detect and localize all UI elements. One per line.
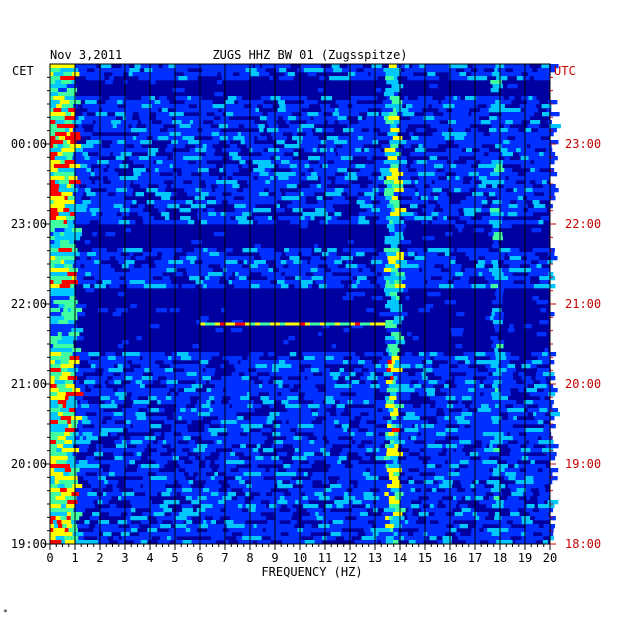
x-tick-label: 7 (221, 551, 228, 565)
x-axis-title: FREQUENCY (HZ) (261, 565, 362, 579)
cet-tick-label: 19:00 (11, 537, 47, 551)
x-tick-label: 12 (343, 551, 357, 565)
x-tick-label: 6 (196, 551, 203, 565)
x-tick-label: 3 (121, 551, 128, 565)
utc-tick-label: 22:00 (565, 217, 601, 231)
cet-tick-label: 21:00 (11, 377, 47, 391)
x-tick-label: 5 (171, 551, 178, 565)
x-tick-label: 20 (543, 551, 557, 565)
utc-tick-label: 20:00 (565, 377, 601, 391)
cet-tick-label: 20:00 (11, 457, 47, 471)
cet-tick-label: 23:00 (11, 217, 47, 231)
x-tick-label: 8 (246, 551, 253, 565)
chart-title: ZUGS HHZ BW 01 (Zugsspitze) (212, 48, 407, 62)
cet-tick-label: 22:00 (11, 297, 47, 311)
x-tick-label: 11 (318, 551, 332, 565)
x-tick-label: 2 (96, 551, 103, 565)
footer-mark: * (3, 608, 8, 617)
utc-tick-label: 18:00 (565, 537, 601, 551)
x-tick-label: 4 (146, 551, 153, 565)
x-tick-label: 14 (393, 551, 407, 565)
x-tick-label: 18 (493, 551, 507, 565)
utc-tick-label: 21:00 (565, 297, 601, 311)
x-tick-label: 10 (293, 551, 307, 565)
left-timezone-label: CET (12, 64, 34, 78)
x-axis-ticks: 0 1 2 3 4 5 6 7 8 9 10 11 12 13 14 15 16 17 18 19 20 (46, 544, 557, 565)
utc-tick-label: 23:00 (565, 137, 601, 151)
spectrogram-image (50, 64, 561, 545)
x-tick-label: 15 (418, 551, 432, 565)
chart-date: Nov 3,2011 (50, 48, 122, 62)
x-tick-label: 17 (468, 551, 482, 565)
x-tick-label: 0 (46, 551, 53, 565)
frequency-gridlines (74, 64, 526, 544)
x-tick-label: 16 (443, 551, 457, 565)
x-tick-label: 19 (518, 551, 532, 565)
y-axis-ticks: 00:00 23:00 23:00 22:00 22:00 21:00 21:00 20:00… (11, 76, 601, 551)
right-timezone-label: UTC (554, 64, 576, 78)
x-tick-label: 13 (368, 551, 382, 565)
cet-tick-label: 00:00 (11, 137, 47, 151)
x-tick-label: 1 (71, 551, 78, 565)
utc-tick-label: 19:00 (565, 457, 601, 471)
x-tick-label: 9 (271, 551, 278, 565)
